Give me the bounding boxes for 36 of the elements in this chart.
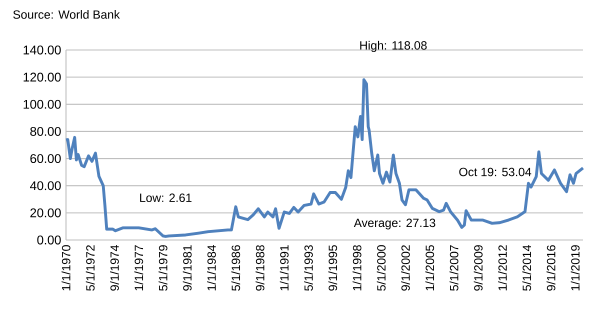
x-tick-label: 5/1/1993 (304, 245, 313, 291)
x-tick-label: 1/1/1984 (207, 245, 216, 290)
line-series (64, 78, 584, 238)
x-tick-label: 1/1/1998 (352, 245, 362, 290)
y-tick-label: 0.00 (37, 236, 61, 244)
y-tick-label: 60.00 (30, 154, 61, 164)
x-tick-label: 1/1/2019 (570, 245, 580, 290)
y-tick-label: 140.00 (24, 46, 61, 54)
x-tick-label: 1/1/2012 (498, 245, 507, 290)
x-tick-label: 9/1/2002 (401, 245, 410, 291)
annotation: Oct 19: 53.04 (459, 168, 532, 176)
x-tick-label: 1/1/1977 (134, 245, 144, 290)
x-tick-label: 5/1/2000 (376, 245, 386, 291)
y-tick-label: 120.00 (24, 72, 61, 82)
x-tick-label: 1/1/2005 (425, 245, 434, 290)
x-tick-label: 1/1/1970 (62, 245, 70, 290)
y-tick-label: 40.00 (30, 181, 61, 190)
y-tick-label: 100.00 (24, 100, 61, 109)
annotation: Low: 2.61 (140, 194, 192, 202)
x-tick-label: 9/1/1988 (256, 245, 264, 291)
y-tick-label: 80.00 (30, 126, 61, 136)
x-tick-label: 9/1/2009 (474, 245, 483, 291)
x-tick-label: 5/1/1972 (86, 245, 95, 291)
x-tick-label: 5/1/1986 (231, 245, 240, 291)
x-tick-label: 9/1/2016 (546, 245, 556, 291)
x-tick-label: 5/1/2014 (522, 245, 532, 291)
y-tick-label: 20.00 (30, 208, 61, 218)
annotation: Average: 27.13 (354, 218, 436, 230)
x-tick-label: 9/1/1995 (328, 245, 338, 291)
annotation: High: 118.08 (360, 40, 427, 52)
x-tick-label: 5/1/1979 (158, 245, 168, 291)
x-tick-label: 5/1/2007 (450, 245, 458, 291)
x-tick-label: 9/1/1981 (182, 245, 192, 291)
x-tick-label: 1/1/1991 (280, 245, 289, 290)
source-note: Source: World Bank (13, 10, 120, 19)
x-tick-label: 9/1/1974 (110, 245, 119, 291)
